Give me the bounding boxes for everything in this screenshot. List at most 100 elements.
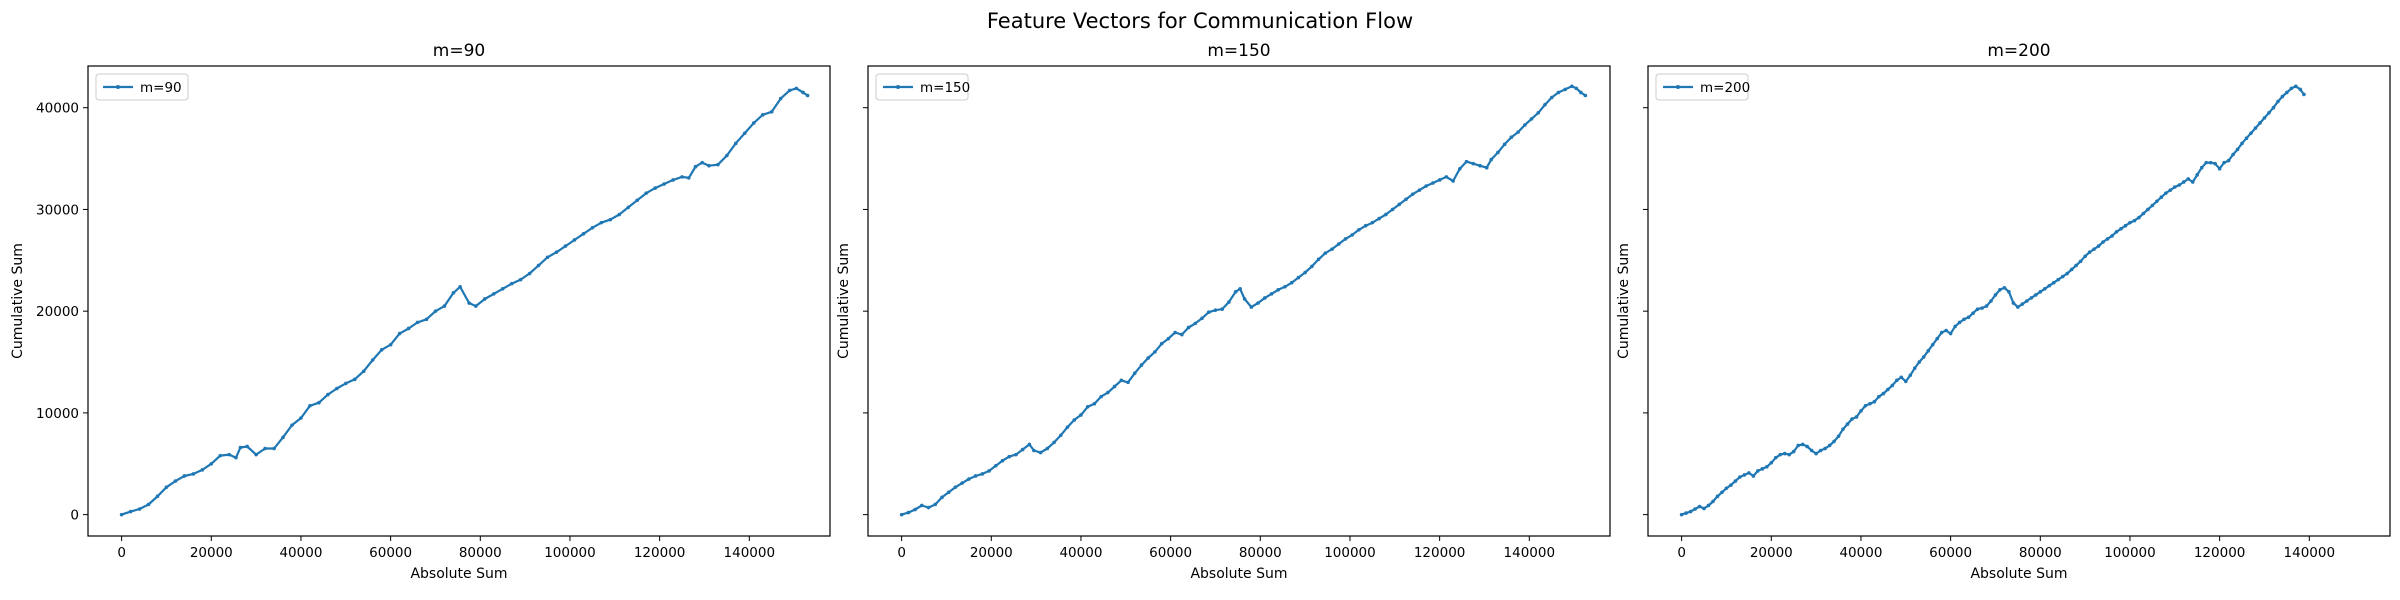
data-point: [1464, 159, 1469, 164]
data-point: [1926, 349, 1931, 353]
data-point: [1276, 288, 1281, 292]
data-point: [234, 455, 238, 460]
data-point: [1516, 130, 1520, 134]
data-point: [2222, 160, 2226, 165]
data-point: [2137, 215, 2141, 220]
data-point: [743, 131, 747, 135]
data-point: [415, 320, 420, 325]
data-point: [388, 342, 393, 347]
data-point: [1363, 223, 1368, 228]
data-point: [254, 452, 258, 457]
legend-marker: [116, 85, 120, 89]
data-point: [2042, 286, 2047, 291]
data-point: [2051, 280, 2056, 285]
data-point: [2105, 237, 2110, 241]
data-point: [635, 198, 640, 203]
data-point: [500, 286, 505, 291]
data-point: [2289, 86, 2294, 91]
data-point: [1119, 378, 1124, 383]
x-tick-label: 60000: [369, 545, 412, 561]
data-point: [2128, 220, 2132, 225]
data-point: [2074, 263, 2078, 268]
data-point: [1574, 86, 1579, 91]
data-point: [1782, 451, 1787, 456]
legend-marker: [896, 85, 900, 89]
data-point: [1085, 405, 1090, 409]
y-axis-label: Cumulative Sum: [836, 243, 852, 359]
data-point: [1706, 503, 1711, 508]
data-point: [599, 220, 604, 225]
x-tick-label: 100000: [544, 545, 596, 561]
data-point: [700, 160, 705, 165]
chart-panel-2: m=150 0 20000 40000 60000 80000 100000 120000 14…: [836, 41, 1611, 582]
x-axis-label: Absolute Sum: [1970, 566, 2067, 582]
data-point: [2011, 301, 2016, 305]
data-point: [1336, 242, 1341, 246]
x-tick-label: 40000: [1059, 545, 1102, 561]
data-point: [2249, 131, 2253, 135]
data-point: [1684, 511, 1688, 515]
data-point: [536, 263, 541, 268]
data-point: [263, 446, 267, 451]
data-point: [1859, 409, 1863, 413]
x-tick-label: 40000: [279, 545, 322, 561]
data-point: [1877, 394, 1881, 399]
data-point: [2164, 191, 2168, 195]
data-point: [1000, 458, 1005, 463]
data-point: [1765, 465, 1769, 469]
data-point: [209, 461, 214, 466]
data-point: [1262, 296, 1267, 300]
x-tick-label: 0: [1677, 545, 1686, 561]
data-point: [1778, 452, 1783, 457]
data-point: [644, 191, 648, 195]
data-point: [1242, 297, 1247, 301]
data-point: [1458, 166, 1462, 171]
data-point: [1895, 378, 1899, 383]
data-point: [509, 281, 514, 286]
data-point: [1153, 350, 1157, 354]
series-markers: [1679, 84, 2306, 517]
data-point: [2240, 141, 2244, 146]
data-point: [1881, 391, 1886, 396]
legend-box: [95, 73, 189, 101]
data-point: [1370, 220, 1375, 225]
chart-panel-1: m=900 20000 40000 60000 80000 100000 120000 140…: [10, 41, 831, 582]
data-point: [2002, 285, 2007, 290]
y-tick-label: 40000: [36, 101, 79, 117]
data-point: [2190, 180, 2195, 184]
data-point: [751, 121, 756, 125]
data-point: [1773, 455, 1778, 460]
data-point: [1536, 110, 1541, 115]
data-point: [662, 182, 666, 186]
data-point: [805, 93, 810, 98]
data-point: [693, 164, 698, 169]
data-point: [1484, 165, 1489, 170]
data-point: [1742, 473, 1747, 477]
data-point: [707, 163, 711, 168]
data-point: [1220, 307, 1224, 311]
data-point: [2087, 250, 2092, 254]
chart-title: m=150: [1207, 41, 1270, 61]
y-tick-label: 20000: [36, 304, 79, 320]
data-point: [1702, 506, 1706, 511]
data-point: [1984, 304, 1989, 308]
data-point: [2034, 293, 2038, 297]
x-tick-label: 120000: [2194, 545, 2246, 561]
data-point: [2186, 177, 2191, 181]
data-point: [2132, 218, 2137, 223]
legend-box: [1655, 73, 1749, 101]
data-point: [1980, 306, 1984, 310]
x-tick-label: 140000: [724, 545, 776, 561]
data-point: [2114, 230, 2119, 234]
data-point: [370, 358, 375, 362]
data-point: [424, 317, 429, 322]
data-point: [2083, 254, 2087, 259]
data-point: [617, 212, 622, 217]
data-point: [1496, 150, 1500, 155]
data-point: [1099, 394, 1103, 399]
data-point: [451, 291, 456, 295]
data-point: [1200, 316, 1204, 321]
data-point: [1886, 387, 1890, 392]
x-tick-label: 20000: [190, 545, 233, 561]
data-point: [946, 490, 951, 495]
